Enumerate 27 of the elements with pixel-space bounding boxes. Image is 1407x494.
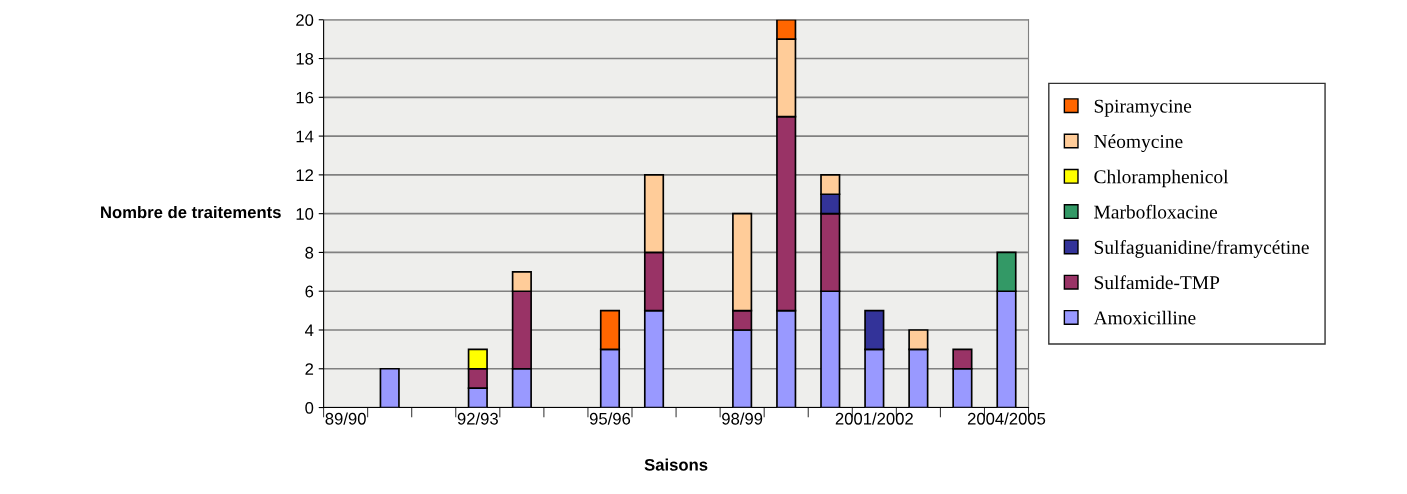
y-tick-label: 10 (296, 208, 314, 220)
legend-label: Amoxicilline (1093, 310, 1196, 325)
legend-label: Sulfamide-TMP (1094, 275, 1220, 290)
legend-label: Marbofloxacine (1094, 204, 1218, 219)
y-tick-label: 8 (305, 246, 314, 259)
y-tick-label: 20 (296, 14, 314, 26)
x-tick-label: 2004/2005 (967, 412, 1046, 425)
bar (379, 367, 400, 408)
y-tick-label: 18 (296, 52, 314, 65)
x-tick-label: 92/93 (457, 412, 498, 425)
legend-label: Spiramycine (1094, 99, 1192, 117)
y-tick-label: 16 (296, 91, 314, 104)
x-tick-label: 95/96 (589, 412, 631, 425)
y-tick-label: 4 (305, 324, 314, 337)
y-tick-label: 2 (305, 363, 314, 375)
y-axis-title: Nombre de traitements (101, 205, 281, 219)
y-tick-label: 6 (305, 285, 314, 298)
y-tick-label: 0 (305, 401, 314, 414)
x-tick-label: 98/99 (722, 412, 763, 425)
y-tick-label: 12 (296, 169, 314, 181)
y-tick-label: 14 (296, 130, 314, 143)
legend-label: Sulfaguanidine/framycétine (1094, 240, 1309, 258)
legend-label: Chloramphenicol (1094, 169, 1229, 188)
x-axis-title: Saisons (644, 458, 708, 471)
legend-label: Néomycine (1094, 134, 1183, 153)
x-tick-label: 89/90 (325, 412, 366, 425)
x-tick-label: 2001/2002 (835, 412, 913, 425)
